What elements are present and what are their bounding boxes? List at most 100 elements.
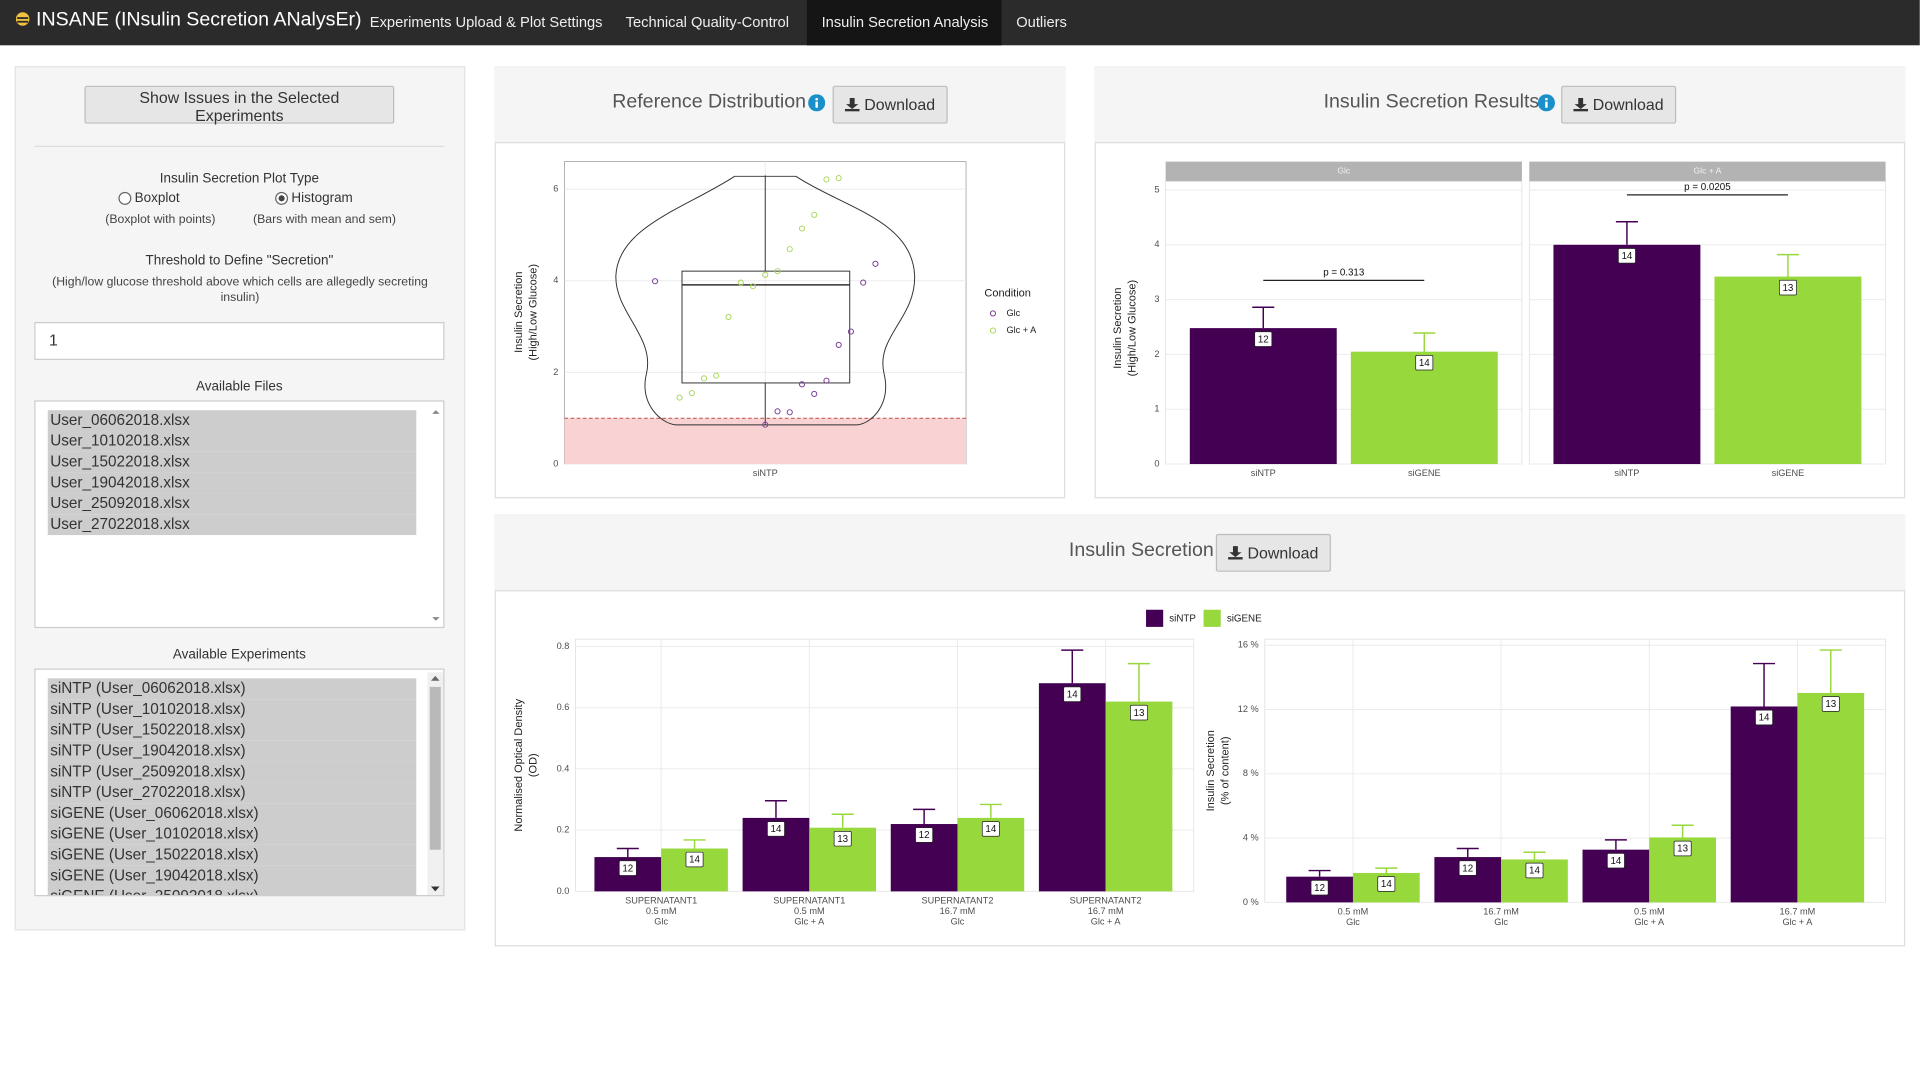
threshold-label: Threshold to Define "Secretion": [145, 253, 334, 269]
x-tick-label: 0.5 mM: [1634, 907, 1665, 917]
nav-tab[interactable]: Experiments Upload & Plot Settings: [369, 13, 603, 31]
legend-swatch: [1203, 609, 1221, 627]
file-option[interactable]: User_25092018.xlsx: [47, 493, 417, 515]
download-label: Download: [1247, 543, 1319, 562]
legend-swatch: [989, 310, 997, 317]
p-value: p = 0.0205: [1684, 182, 1731, 193]
file-option[interactable]: User_19042018.xlsx: [47, 472, 417, 494]
radio-label[interactable]: Histogram: [291, 191, 353, 206]
threshold-input[interactable]: 1: [34, 322, 445, 360]
n-label-box: [1130, 704, 1148, 721]
experiments-list[interactable]: siNTP (User_06062018.xlsx) siNTP (User_10…: [34, 668, 445, 897]
y-tick-label: 0.0: [557, 886, 570, 896]
download-button[interactable]: Download: [1561, 85, 1677, 124]
show-issues-button[interactable]: Show Issues in the Selected Experiments: [84, 85, 395, 125]
brand-icon: [15, 12, 30, 26]
x-tick-label: siNTP: [753, 468, 778, 478]
info-icon[interactable]: [808, 94, 826, 112]
file-option[interactable]: User_15022018.xlsx: [47, 451, 417, 473]
experiment-option[interactable]: siNTP (User_19042018.xlsx): [47, 740, 417, 762]
download-button[interactable]: Download: [1215, 533, 1331, 572]
x-tick-label: Glc: [951, 916, 965, 926]
radio-button[interactable]: [118, 191, 133, 206]
point: [651, 278, 659, 285]
n-label-box: [685, 851, 704, 868]
file-option[interactable]: User_10102018.xlsx: [47, 430, 417, 452]
error-bar: [1776, 253, 1799, 277]
download-label: Download: [1592, 95, 1664, 114]
x-tick-label: 16.7 mM: [1088, 906, 1124, 916]
n-label-box: [1377, 876, 1396, 892]
y-tick-label: 4: [1154, 239, 1159, 249]
n-label-box: [1755, 709, 1773, 726]
bar: [1797, 692, 1865, 903]
brand[interactable]: INSANE (INsulin Secretion ANalysEr): [15, 10, 362, 32]
error-bar: [1819, 649, 1842, 693]
experiments-label: Available Experiments: [172, 647, 306, 663]
n-label: 14: [1067, 689, 1078, 700]
n-label: 13: [1825, 699, 1836, 710]
n-label-box: [1254, 331, 1273, 347]
n-label-box: [1821, 696, 1840, 712]
facet-label: Glc + A: [1694, 166, 1722, 176]
n-label: 12: [1314, 883, 1325, 894]
n-label: 12: [919, 830, 930, 841]
point: [725, 313, 732, 321]
point: [798, 225, 806, 232]
radio-hint: (Boxplot with points): [105, 213, 216, 227]
point: [786, 409, 793, 416]
experiment-option[interactable]: siGENE (User_19042018.xlsx): [47, 865, 417, 887]
n-label: 14: [771, 824, 782, 835]
info-icon[interactable]: [1537, 94, 1555, 112]
panel-header: [494, 514, 1906, 592]
error-bar: [979, 803, 1002, 818]
experiment-option[interactable]: siGENE (User_15022018.xlsx): [47, 844, 417, 866]
point: [811, 211, 818, 218]
file-option[interactable]: User_27022018.xlsx: [47, 514, 417, 536]
experiment-option[interactable]: siNTP (User_10102018.xlsx): [47, 699, 417, 720]
legend-title: Condition: [984, 288, 1030, 300]
error-bar: [1615, 221, 1638, 245]
files-list[interactable]: User_06062018.xlsx User_10102018.xlsx User…: [34, 400, 445, 629]
point: [688, 389, 695, 397]
y-tick-label: 0: [553, 458, 558, 468]
bar: [1730, 706, 1798, 903]
experiment-option[interactable]: siNTP (User_25092018.xlsx): [47, 761, 417, 783]
bar: [1038, 683, 1106, 892]
n-label-box: [1617, 248, 1636, 264]
y-tick-label: 0.2: [557, 825, 570, 835]
experiment-option[interactable]: siGENE (User_06062018.xlsx): [47, 803, 417, 825]
y-tick-label: 1: [1154, 404, 1159, 414]
nav-tab[interactable]: Outliers: [1016, 13, 1067, 31]
nav-tab[interactable]: Insulin Secretion Analysis: [806, 0, 1002, 46]
y-axis-title: (% of content): [1220, 737, 1232, 805]
y-tick-label: 12 %: [1238, 704, 1259, 714]
experiment-option[interactable]: siGENE (User_10102018.xlsx): [47, 824, 417, 845]
experiment-option[interactable]: siNTP (User_06062018.xlsx): [47, 678, 417, 700]
n-label-box: [1063, 686, 1082, 702]
download-button[interactable]: Download: [832, 85, 948, 124]
legend-label: siGENE: [1227, 614, 1262, 625]
experiment-option[interactable]: siNTP (User_15022018.xlsx): [47, 719, 417, 741]
point: [811, 390, 818, 398]
experiment-option[interactable]: siGENE (User_25092018.xlsx): [47, 886, 417, 896]
error-bar: [1604, 839, 1627, 850]
error-bar: [1061, 649, 1084, 684]
panel-title: Insulin Secretion Results: [1323, 91, 1540, 113]
file-option[interactable]: User_06062018.xlsx: [47, 410, 417, 431]
threshold-region: [564, 418, 967, 465]
radio-button[interactable]: [274, 191, 289, 206]
radio-label[interactable]: Boxplot: [134, 191, 180, 206]
n-label: 14: [1381, 879, 1392, 890]
point: [872, 260, 879, 267]
n-label: 12: [622, 863, 633, 874]
nav-tab[interactable]: Technical Quality-Control: [625, 13, 789, 31]
radio-hint: (Bars with mean and sem): [253, 213, 396, 227]
point: [762, 271, 769, 278]
experiment-option[interactable]: siNTP (User_27022018.xlsx): [47, 782, 417, 804]
error-bar: [683, 839, 706, 849]
y-tick-label: 0.6: [557, 702, 570, 712]
n-label-box: [1673, 840, 1692, 857]
x-tick-label: Glc + A: [1091, 916, 1122, 926]
